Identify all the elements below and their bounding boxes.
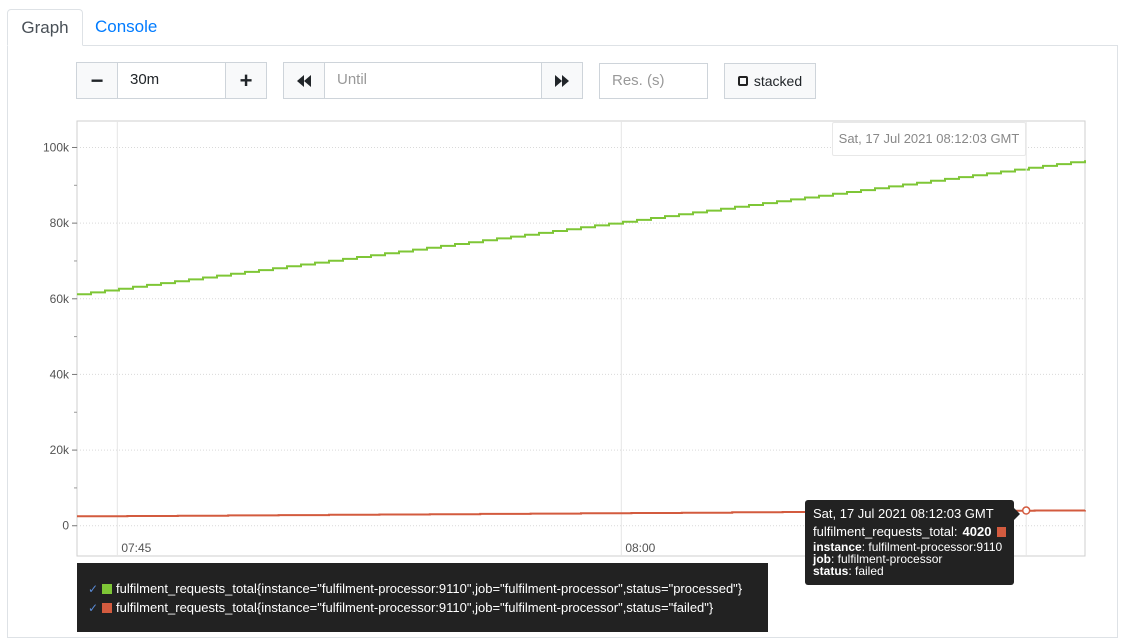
x-tick-label: 08:00: [625, 541, 655, 555]
x-axis: 07:45 08:00: [121, 541, 655, 555]
y-tick-label: 80k: [50, 216, 70, 230]
tooltip-metric: fulfilment_requests_total: 4020: [813, 524, 1006, 539]
range-value: 30m: [130, 71, 160, 88]
tab-console[interactable]: Console: [95, 17, 158, 36]
resolution-input[interactable]: Res. (s): [599, 63, 708, 99]
until-placeholder: Until: [337, 71, 368, 88]
y-tick-label: 20k: [50, 443, 70, 457]
time-forward-button[interactable]: [541, 62, 583, 99]
until-input[interactable]: Until: [324, 62, 542, 99]
tooltip-metric-name: fulfilment_requests_total:: [813, 524, 958, 539]
tab-bar: Graph Console: [7, 9, 1118, 46]
y-axis: 0 20k 40k 60k 80k 100k: [43, 140, 77, 533]
legend-swatch-green: [102, 583, 112, 594]
tab-graph[interactable]: Graph: [7, 9, 83, 46]
series-line-processed: [77, 160, 1086, 296]
range-input[interactable]: 30m: [117, 62, 226, 99]
tooltip-swatch: [997, 526, 1006, 537]
checkbox-icon: [737, 76, 748, 86]
hover-point: [1021, 506, 1031, 515]
y-tick-label: 40k: [50, 367, 70, 381]
stacked-toggle-button[interactable]: stacked: [724, 63, 816, 99]
plus-icon: +: [239, 67, 253, 93]
hover-tooltip: Sat, 17 Jul 2021 08:12:03 GMT fulfilment…: [805, 500, 1020, 585]
legend-item-failed[interactable]: ✓ fulfilment_requests_total{instance="fu…: [77, 598, 768, 617]
y-tick-label: 0: [62, 519, 69, 533]
legend-swatch-red: [102, 602, 112, 613]
tooltip-instance: instance: fulfilment-processor:9110: [813, 540, 1003, 554]
hover-marker: [1021, 121, 1031, 556]
tooltip-status: status: failed: [813, 564, 884, 578]
y-tick-label: 100k: [43, 140, 70, 154]
legend-item-processed[interactable]: ✓ fulfilment_requests_total{instance="fu…: [77, 579, 768, 598]
legend-label: fulfilment_requests_total{instance="fulf…: [116, 600, 714, 615]
tooltip-arrow: [1014, 508, 1020, 520]
forward-icon: [555, 74, 569, 87]
backward-icon: [297, 74, 311, 87]
check-icon: ✓: [88, 600, 99, 615]
y-tick-label: 60k: [50, 292, 70, 306]
stacked-label: stacked: [753, 73, 803, 89]
tooltip-job: job: fulfilment-processor: [813, 552, 943, 566]
series-legend: ✓ fulfilment_requests_total{instance="fu…: [77, 563, 768, 632]
tooltip-time: Sat, 17 Jul 2021 08:12:03 GMT: [813, 506, 994, 521]
plot-area[interactable]: [76, 120, 1086, 557]
resolution-placeholder: Res. (s): [612, 72, 665, 89]
legend-label: fulfilment_requests_total{instance="fulf…: [116, 581, 743, 596]
range-plus-button[interactable]: +: [225, 62, 267, 99]
tooltip-value: 4020: [962, 524, 992, 539]
x-tick-label: 07:45: [121, 541, 151, 555]
range-minus-button[interactable]: −: [76, 62, 118, 99]
check-icon: ✓: [88, 581, 99, 596]
hover-date-label: Sat, 17 Jul 2021 08:12:03 GMT: [832, 122, 1026, 156]
minus-icon: −: [90, 67, 104, 93]
